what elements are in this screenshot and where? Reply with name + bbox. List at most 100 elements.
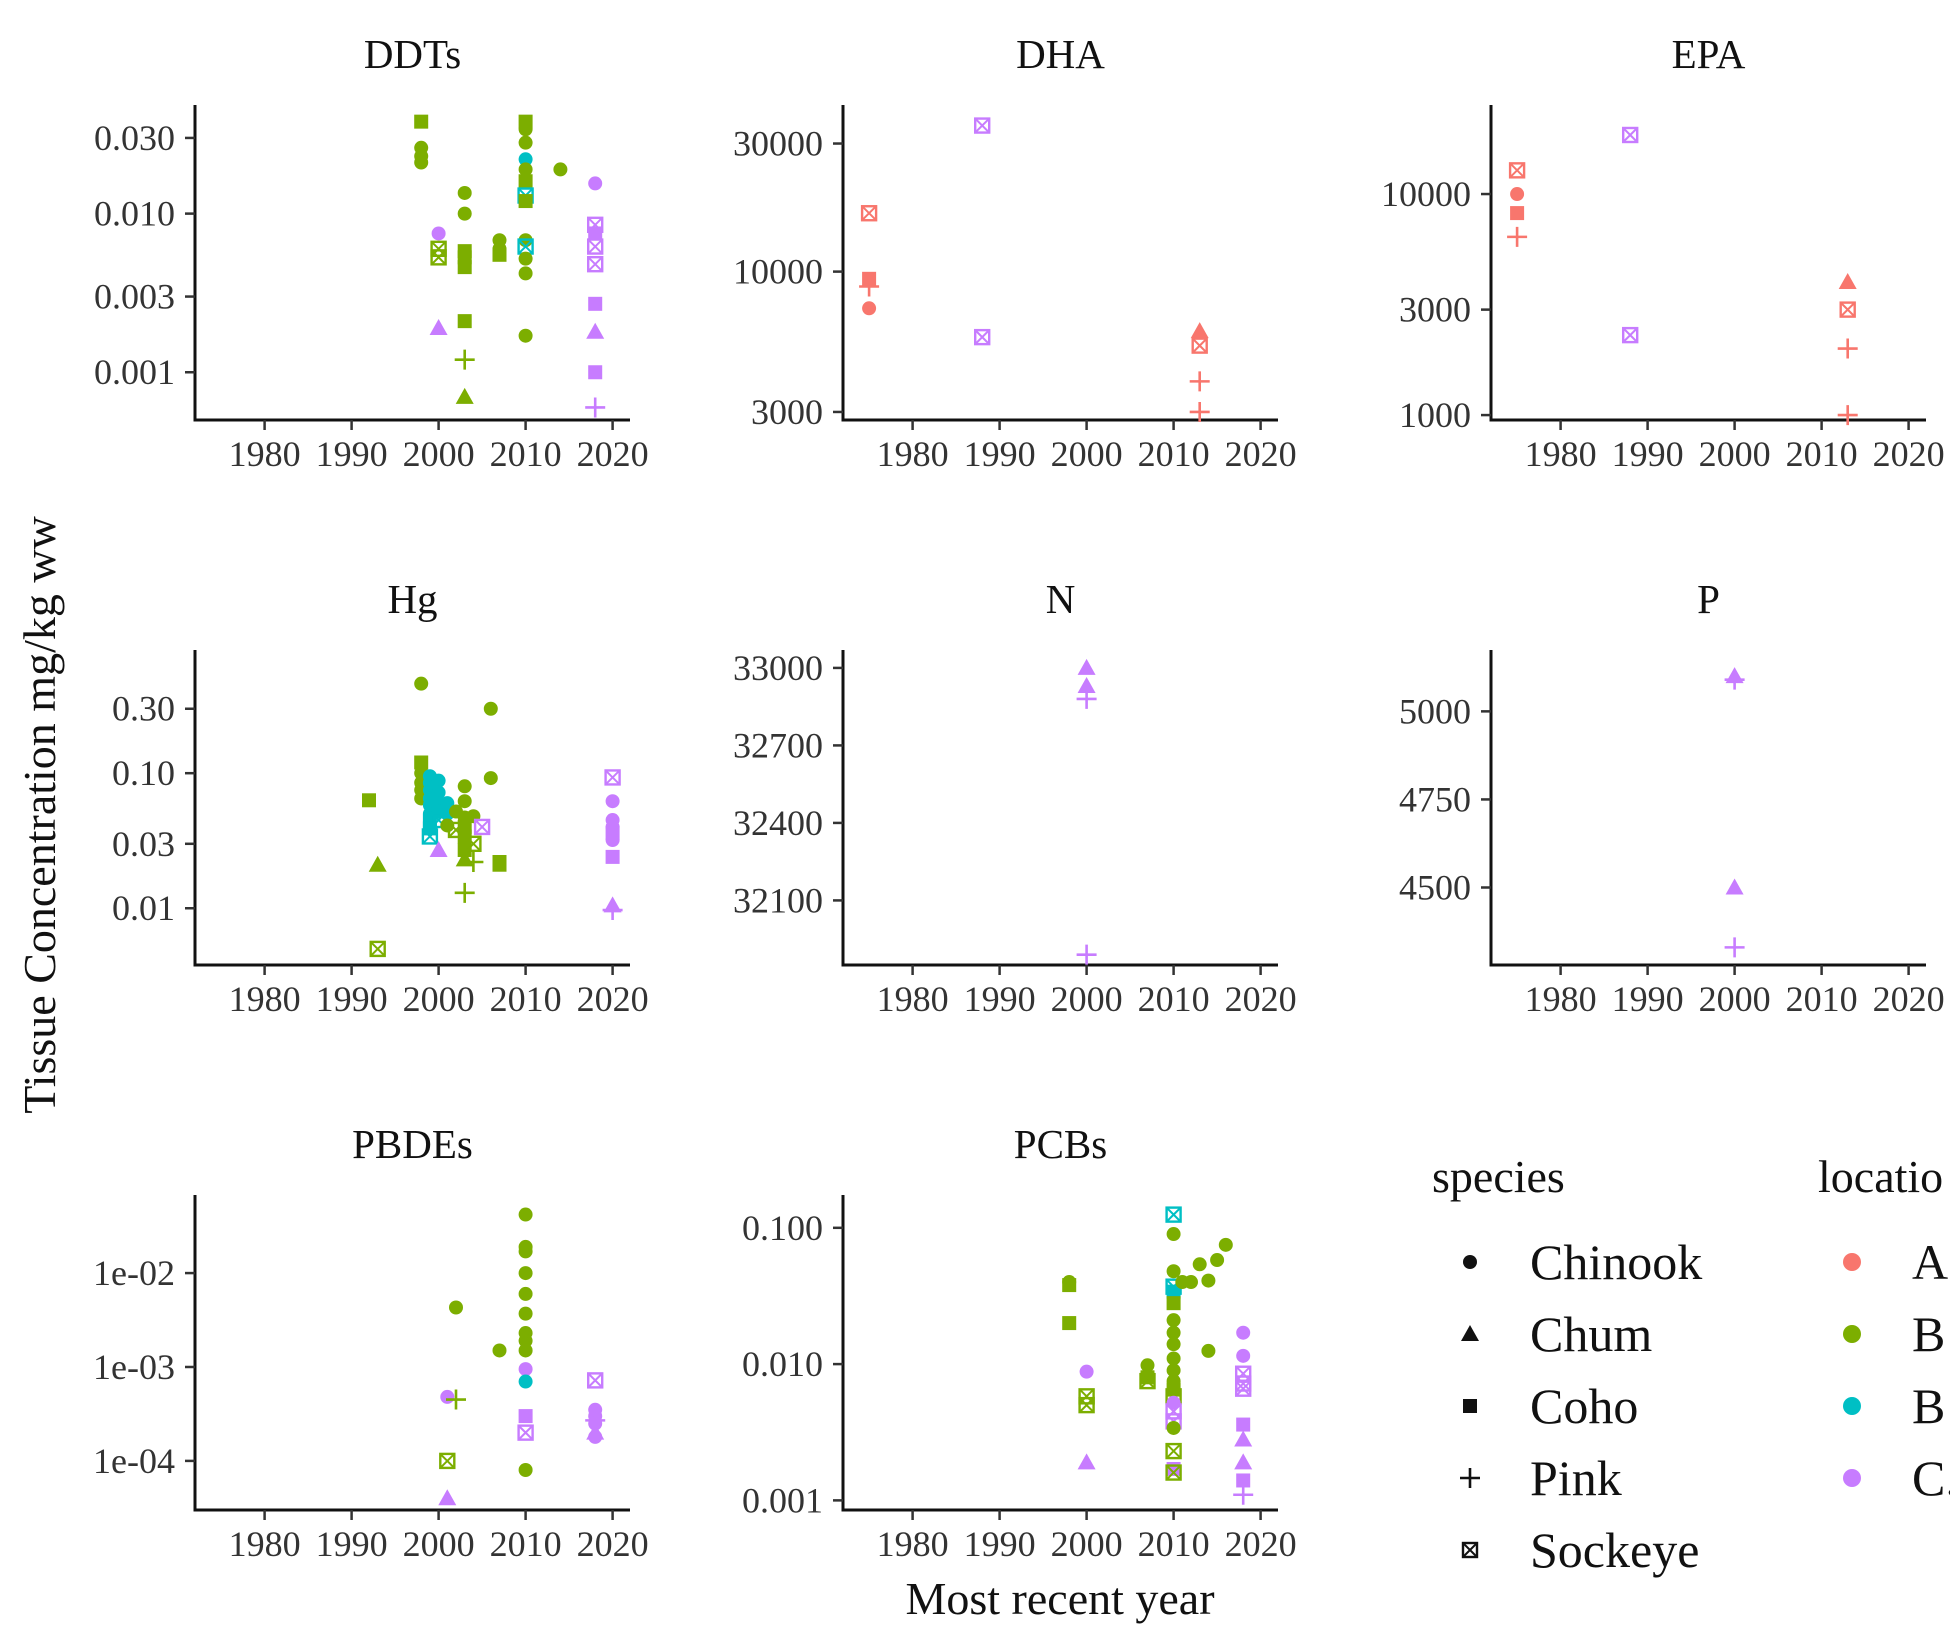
data-point-circle (518, 162, 533, 177)
legend-key-circle (1843, 1397, 1861, 1415)
data-point-square (1236, 1473, 1251, 1488)
data-point-plus (1189, 371, 1210, 392)
y-tick-label: 3000 (1399, 290, 1471, 330)
data-point-square (1166, 1296, 1181, 1311)
x-tick-label: 2000 (1051, 979, 1123, 1019)
data-point-circle (588, 176, 603, 191)
data-point-plus (1837, 405, 1858, 426)
data-point-square (457, 842, 472, 857)
data-point-circle (1079, 1364, 1094, 1379)
data-point-plus (1076, 688, 1097, 709)
data-point-plus (859, 276, 880, 297)
x-tick-label: 2000 (403, 1524, 475, 1564)
data-point-triangle (368, 855, 387, 872)
data-point-triangle (1077, 677, 1096, 693)
legend-species-pink: Pink (1460, 1450, 1622, 1506)
legend-species-coho: Coho (1463, 1378, 1638, 1434)
data-point-circle (518, 1207, 533, 1222)
y-tick-label: 33000 (733, 648, 823, 688)
x-tick-label: 1980 (877, 1524, 949, 1564)
data-point-circle (1210, 1253, 1225, 1268)
panel-title: DDTs (364, 31, 461, 77)
data-point-circle (1236, 1325, 1251, 1340)
data-point-circle (518, 122, 533, 137)
legend-key-circle (1843, 1325, 1861, 1343)
x-tick-label: 2020 (1225, 1524, 1297, 1564)
data-point-square (1062, 1278, 1077, 1293)
data-point-circle (518, 251, 533, 266)
data-point-circle (518, 1374, 533, 1389)
legend-key-square (1463, 1399, 1477, 1413)
y-tick-label: 30000 (733, 124, 823, 164)
panel-pcbs: PCBs 1980 1990 2000 2010 2020 0.001 0.010 0.100 (742, 1121, 1297, 1564)
y-tick-label: 32700 (733, 725, 823, 765)
x-tick-label: 2020 (577, 434, 649, 474)
y-tick-label: 0.30 (112, 689, 175, 729)
data-point-circle (553, 162, 568, 177)
x-tick-label: 1980 (877, 979, 949, 1019)
data-point-square (457, 260, 472, 275)
data-point-square (1166, 1284, 1181, 1299)
legend-species-sockeye: Sockeye (1461, 1522, 1699, 1578)
data-point-boxcross (1621, 126, 1639, 144)
data-point-circle (1192, 1257, 1207, 1272)
data-point-circle (1166, 1395, 1181, 1410)
data-point-plus (463, 851, 484, 872)
data-point-boxcross (1621, 326, 1639, 344)
x-tick-label: 1980 (229, 979, 301, 1019)
data-point-circle (605, 794, 620, 809)
data-point-triangle (1077, 658, 1096, 675)
x-tick-label: 2000 (1699, 434, 1771, 474)
panel-title: DHA (1016, 31, 1105, 77)
legend-label: Chinook (1530, 1234, 1702, 1290)
data-point-plus (602, 900, 623, 921)
y-tick-label: 0.100 (742, 1208, 823, 1248)
data-point-circle (466, 809, 481, 824)
y-tick-label: 0.003 (94, 277, 175, 317)
data-point-circle (440, 796, 455, 811)
facet-panels: DDTs 1980 1990 2000 2010 2020 0.001 0.003 0.010 0… (93, 31, 1945, 1564)
x-tick-label: 2010 (1138, 979, 1210, 1019)
data-points (362, 676, 623, 958)
y-tick-label: 0.010 (94, 194, 175, 234)
data-point-triangle (429, 319, 448, 336)
data-point-square (518, 1409, 533, 1424)
legend-species-chum: Chum (1461, 1306, 1652, 1362)
legend-key-circle (1463, 1255, 1477, 1269)
data-point-plus (1837, 338, 1858, 359)
x-tick-label: 2010 (1138, 1524, 1210, 1564)
panel-title: N (1046, 576, 1076, 622)
data-point-circle (518, 1266, 533, 1281)
legend-label: Sockeye (1530, 1522, 1699, 1578)
x-tick-label: 2000 (403, 434, 475, 474)
data-point-circle (449, 1300, 463, 1315)
panel-title: PBDEs (352, 1121, 473, 1167)
data-point-circle (457, 794, 472, 809)
data-point-circle (518, 1286, 533, 1301)
data-point-boxcross (1234, 1380, 1252, 1397)
data-point-triangle (1234, 1430, 1253, 1447)
x-tick-label: 1990 (1612, 434, 1684, 474)
data-point-circle (431, 785, 446, 800)
legend-species-title: species (1432, 1151, 1565, 1202)
data-point-square (1062, 1316, 1077, 1331)
data-point-triangle (1725, 878, 1744, 895)
x-tick-label: 1990 (964, 434, 1036, 474)
data-point-circle (1510, 187, 1525, 202)
data-point-triangle (1190, 322, 1209, 339)
data-point-boxcross (1078, 1396, 1095, 1414)
panel-hg: Hg 1980 1990 2000 2010 2020 0.01 0.03 0.10 0.30 (112, 576, 649, 1019)
data-point-square (605, 849, 620, 864)
legend-label: Pink (1530, 1450, 1622, 1506)
data-points (859, 117, 1210, 422)
data-point-plus (585, 397, 606, 418)
data-point-circle (483, 771, 498, 786)
data-point-plus (1507, 226, 1528, 247)
data-point-boxcross (974, 328, 991, 346)
y-tick-label: 1e-03 (93, 1347, 175, 1387)
data-point-boxcross (430, 249, 447, 266)
data-point-circle (518, 135, 533, 150)
data-point-square (414, 114, 429, 129)
